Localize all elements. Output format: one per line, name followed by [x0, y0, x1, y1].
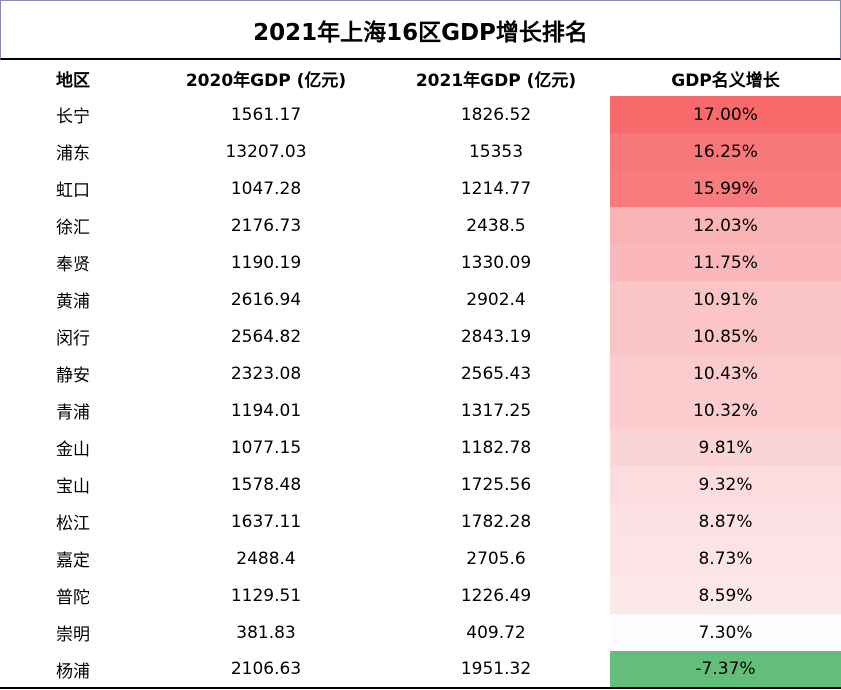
- table-row: 金山 1077.15 1182.78 9.81%: [0, 429, 841, 466]
- gdp-2020-cell[interactable]: 1077.15: [230, 437, 302, 458]
- table-row: 奉贤 1190.19 1330.09 11.75%: [0, 244, 841, 281]
- gdp-2021-cell[interactable]: 15353: [468, 141, 524, 162]
- district-cell[interactable]: 青浦: [56, 403, 90, 423]
- district-cell[interactable]: 长宁: [56, 107, 90, 127]
- table-row: 闵行 2564.82 2843.19 10.85%: [0, 318, 841, 355]
- growth-cell[interactable]: 7.30%: [610, 614, 841, 651]
- table-row: 嘉定 2488.4 2705.6 8.73%: [0, 540, 841, 577]
- table-row: 普陀 1129.51 1226.49 8.59%: [0, 577, 841, 614]
- district-cell[interactable]: 宝山: [56, 477, 90, 497]
- district-cell[interactable]: 徐汇: [56, 218, 90, 238]
- growth-cell[interactable]: 9.32%: [610, 466, 841, 503]
- table-row: 黄浦 2616.94 2902.4 10.91%: [0, 281, 841, 318]
- growth-cell[interactable]: 11.75%: [610, 244, 841, 281]
- gdp-2020-cell[interactable]: 1047.28: [230, 178, 302, 199]
- table-row: 浦东 13207.03 15353 16.25%: [0, 133, 841, 170]
- gdp-2021-cell[interactable]: 1826.52: [460, 104, 532, 125]
- district-cell[interactable]: 静安: [56, 366, 90, 386]
- gdp-2020-cell[interactable]: 1129.51: [230, 585, 302, 606]
- district-cell[interactable]: 闵行: [56, 329, 90, 349]
- header-gdp-2020: 2020年GDP (亿元): [150, 60, 382, 96]
- gdp-2021-cell[interactable]: 2843.19: [460, 326, 532, 347]
- district-cell[interactable]: 松江: [56, 514, 90, 534]
- gdp-2021-cell[interactable]: 1951.32: [382, 651, 610, 689]
- growth-cell[interactable]: 9.81%: [610, 429, 841, 466]
- growth-cell[interactable]: 12.03%: [610, 207, 841, 244]
- growth-cell[interactable]: 15.99%: [610, 170, 841, 207]
- gdp-2020-cell[interactable]: 2106.63: [150, 651, 382, 689]
- table-row: 宝山 1578.48 1725.56 9.32%: [0, 466, 841, 503]
- gdp-2020-cell[interactable]: 2564.82: [230, 326, 302, 347]
- header-growth: GDP名义增长: [610, 60, 841, 96]
- gdp-2021-cell[interactable]: 1214.77: [460, 178, 532, 199]
- page-title: 2021年上海16区GDP增长排名: [0, 0, 841, 60]
- district-cell[interactable]: 虹口: [56, 181, 90, 201]
- table-row: 杨浦 2106.63 1951.32 -7.37%: [0, 651, 841, 689]
- gdp-2020-cell[interactable]: 1561.17: [230, 104, 302, 125]
- district-cell[interactable]: 嘉定: [56, 551, 90, 571]
- district-cell[interactable]: 金山: [56, 440, 90, 460]
- gdp-2021-cell[interactable]: 409.72: [466, 622, 526, 643]
- district-cell[interactable]: 普陀: [56, 588, 90, 608]
- growth-cell[interactable]: 8.73%: [610, 540, 841, 577]
- gdp-2021-cell[interactable]: 1330.09: [460, 252, 532, 273]
- header-gdp-2021: 2021年GDP (亿元): [382, 60, 610, 96]
- growth-cell[interactable]: 8.59%: [610, 577, 841, 614]
- growth-cell[interactable]: 10.91%: [610, 281, 841, 318]
- table-row: 松江 1637.11 1782.28 8.87%: [0, 503, 841, 540]
- gdp-2021-cell[interactable]: 1317.25: [460, 400, 532, 421]
- growth-cell[interactable]: 16.25%: [610, 133, 841, 170]
- growth-cell[interactable]: -7.37%: [610, 651, 841, 689]
- gdp-2021-cell[interactable]: 1782.28: [460, 511, 532, 532]
- table-row: 虹口 1047.28 1214.77 15.99%: [0, 170, 841, 207]
- gdp-2021-cell[interactable]: 2565.43: [460, 363, 532, 384]
- table-row: 长宁 1561.17 1826.52 17.00%: [0, 96, 841, 133]
- gdp-2021-cell[interactable]: 1226.49: [460, 585, 532, 606]
- district-cell[interactable]: 浦东: [56, 144, 90, 164]
- growth-cell[interactable]: 10.85%: [610, 318, 841, 355]
- gdp-2020-cell[interactable]: 2176.73: [230, 215, 302, 236]
- gdp-2020-cell[interactable]: 1578.48: [230, 474, 302, 495]
- gdp-2020-cell[interactable]: 13207.03: [225, 141, 307, 162]
- gdp-2021-cell[interactable]: 1725.56: [460, 474, 532, 495]
- growth-cell[interactable]: 8.87%: [610, 503, 841, 540]
- growth-cell[interactable]: 17.00%: [610, 96, 841, 133]
- gdp-2021-cell[interactable]: 2705.6: [466, 548, 526, 569]
- gdp-2020-cell[interactable]: 2323.08: [230, 363, 302, 384]
- table-row: 青浦 1194.01 1317.25 10.32%: [0, 392, 841, 429]
- gdp-2020-cell[interactable]: 2488.4: [236, 548, 296, 569]
- table-body: 长宁 1561.17 1826.52 17.00% 浦东 13207.03 15353 16.…: [0, 96, 841, 689]
- district-cell[interactable]: 奉贤: [56, 255, 90, 275]
- gdp-2020-cell[interactable]: 381.83: [236, 622, 296, 643]
- gdp-2020-cell[interactable]: 1637.11: [230, 511, 302, 532]
- gdp-2020-cell[interactable]: 2616.94: [230, 289, 302, 310]
- gdp-2020-cell[interactable]: 1190.19: [230, 252, 302, 273]
- gdp-table: 地区 2020年GDP (亿元) 2021年GDP (亿元) GDP名义增长 长…: [0, 60, 841, 689]
- header-district: 地区: [0, 60, 150, 96]
- table-header-row: 地区 2020年GDP (亿元) 2021年GDP (亿元) GDP名义增长: [0, 60, 841, 96]
- gdp-2021-cell[interactable]: 2902.4: [466, 289, 526, 310]
- table-row: 崇明 381.83 409.72 7.30%: [0, 614, 841, 651]
- gdp-2020-cell[interactable]: 1194.01: [230, 400, 302, 421]
- table-row: 徐汇 2176.73 2438.5 12.03%: [0, 207, 841, 244]
- table-row: 静安 2323.08 2565.43 10.43%: [0, 355, 841, 392]
- growth-cell[interactable]: 10.43%: [610, 355, 841, 392]
- district-cell[interactable]: 杨浦: [0, 651, 150, 689]
- district-cell[interactable]: 黄浦: [56, 292, 90, 312]
- gdp-2021-cell[interactable]: 2438.5: [466, 215, 526, 236]
- district-cell[interactable]: 崇明: [56, 625, 90, 645]
- gdp-2021-cell[interactable]: 1182.78: [460, 437, 532, 458]
- growth-cell[interactable]: 10.32%: [610, 392, 841, 429]
